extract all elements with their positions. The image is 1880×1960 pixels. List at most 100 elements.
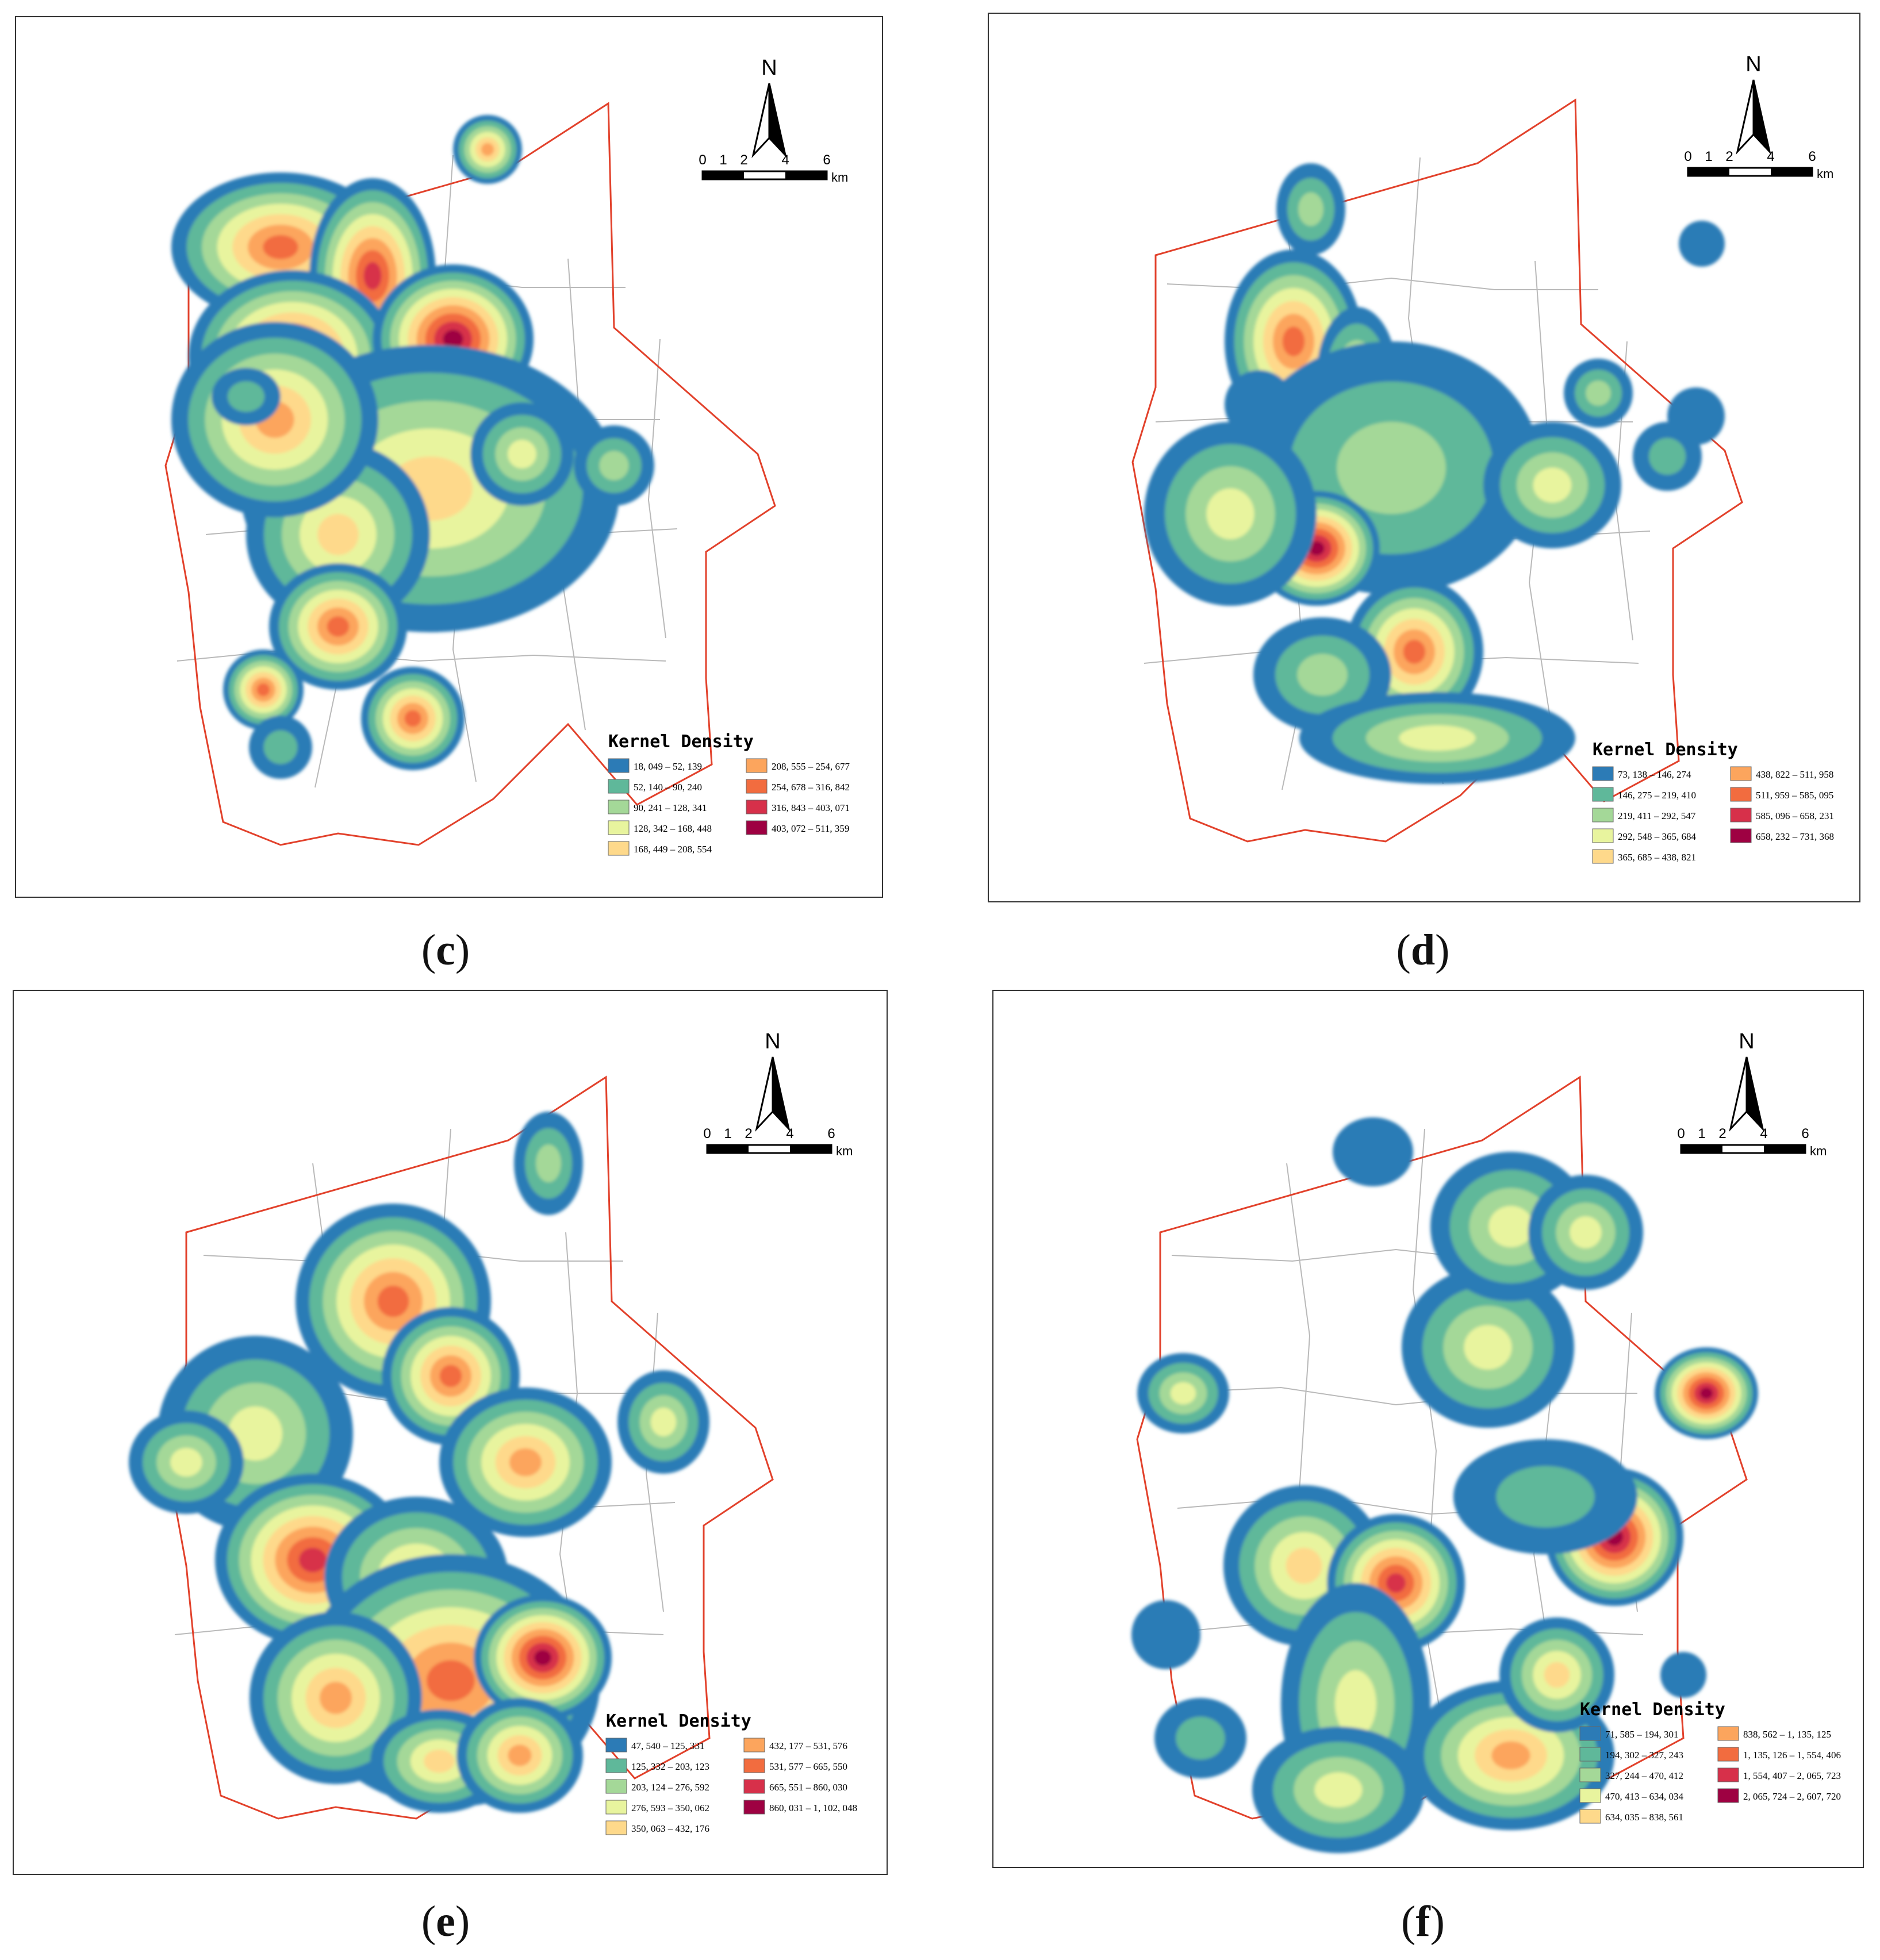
legend-swatch	[746, 779, 768, 794]
density-band-8	[1309, 541, 1325, 556]
legend-swatch	[1592, 828, 1614, 843]
legend-swatch	[1579, 1788, 1601, 1803]
scale-bar: 0 1 2 4 6km	[703, 1126, 853, 1158]
density-band-3	[1399, 725, 1476, 751]
scale-bar: 0 1 2 4 6km	[699, 152, 848, 185]
legend-label: 327, 244 – 470, 412	[1605, 1770, 1683, 1781]
density-band-6	[427, 1660, 475, 1701]
scale-tick-label: 4	[1760, 1126, 1767, 1142]
legend-swatch	[1717, 1726, 1739, 1741]
scale-tick-label: 6	[827, 1126, 835, 1142]
density-band-5	[1491, 1741, 1530, 1770]
scale-tick-label: 2	[745, 1126, 752, 1142]
map-svg: N 0 1 2 4 6km Kernel Density 73, 138 – 146, 2…	[1131, 52, 1834, 864]
north-arrow-label: N	[1739, 1029, 1754, 1054]
legend-label: 47, 540 – 125, 331	[631, 1740, 705, 1751]
density-band-5	[508, 1744, 532, 1766]
scale-tick-label: 4	[781, 152, 789, 168]
legend-label: 432, 177 – 531, 576	[769, 1740, 847, 1751]
legend-swatch	[1579, 1747, 1601, 1762]
legend-label: 438, 822 – 511, 958	[1756, 769, 1833, 780]
scale-unit: km	[831, 170, 848, 185]
scale-tick-label: 6	[1808, 149, 1816, 164]
legend-swatch	[746, 800, 768, 814]
density-band-7	[1386, 1573, 1406, 1593]
legend-title: Kernel Density	[606, 1711, 751, 1731]
legend-label: 838, 562 – 1, 135, 125	[1743, 1729, 1831, 1740]
scale-tick-label: 6	[1801, 1126, 1809, 1142]
legend-label: 276, 593 – 350, 062	[631, 1803, 709, 1813]
legend-swatch	[743, 1738, 765, 1753]
legend-swatch	[1592, 849, 1614, 864]
legend-swatch	[1592, 787, 1614, 802]
density-band-2	[536, 1144, 561, 1182]
north-arrow: N	[1729, 1029, 1764, 1132]
density-band-7	[299, 1547, 327, 1573]
legend: Kernel Density 18, 049 – 52, 139 52, 140 –…	[608, 732, 850, 856]
legend-title: Kernel Density	[608, 732, 754, 752]
caption-e: (e)	[421, 1897, 470, 1946]
scale-segment	[703, 171, 744, 179]
scale-tick-label: 0	[699, 152, 706, 168]
scale-tick-label: 4	[1767, 149, 1774, 164]
density-band-6	[1282, 326, 1305, 356]
density-band-2	[1297, 654, 1348, 696]
density-band-8	[1699, 1387, 1713, 1400]
legend-swatch	[1730, 828, 1752, 843]
legend: Kernel Density 73, 138 – 146, 274 146, 275…	[1592, 740, 1834, 864]
legend-label: 585, 096 – 658, 231	[1756, 810, 1834, 821]
legend-label: 254, 678 – 316, 842	[772, 782, 850, 793]
legend-swatch	[1730, 787, 1752, 802]
north-arrow-label: N	[1745, 52, 1761, 76]
density-band-7	[363, 262, 382, 290]
scale-segment	[1771, 168, 1812, 176]
legend-label: 73, 138 – 146, 274	[1618, 769, 1691, 780]
legend-label: 365, 685 – 438, 821	[1618, 852, 1696, 863]
scale-tick-label: 1	[719, 152, 727, 168]
density-band-3	[1170, 1382, 1196, 1405]
legend-swatch	[746, 758, 768, 773]
caption-c: (c)	[421, 926, 470, 974]
legend-swatch	[605, 1779, 627, 1794]
scale-tick-label: 4	[786, 1126, 793, 1142]
legend-label: 203, 124 – 276, 592	[631, 1782, 709, 1793]
density-band-4	[424, 1749, 455, 1773]
legend-swatch	[1717, 1788, 1739, 1803]
scale-tick-label: 2	[740, 152, 747, 168]
density-band-3	[1314, 1772, 1363, 1808]
density-band-3	[1335, 1670, 1376, 1738]
legend-swatch	[608, 841, 630, 856]
legend-label: 90, 241 – 128, 341	[634, 802, 707, 813]
legend-swatch	[608, 779, 630, 794]
scale-unit: km	[1817, 167, 1833, 181]
legend-swatch	[608, 758, 630, 773]
legend-label: 52, 140 – 90, 240	[634, 782, 702, 793]
legend-swatch	[1579, 1726, 1601, 1741]
legend-swatch	[1592, 808, 1614, 823]
map-panel-e: N 0 1 2 4 6 km Kernel Density 47, 540 – 125, 3…	[13, 990, 888, 1875]
legend-label: 350, 063 – 432, 176	[631, 1823, 709, 1834]
density-band-0	[1333, 1117, 1413, 1186]
legend-label: 470, 413 – 634, 034	[1605, 1791, 1684, 1802]
density-band-1	[1496, 1466, 1595, 1528]
legend-swatch	[1717, 1747, 1739, 1762]
density-band-3	[1533, 467, 1572, 503]
density-band-3	[1464, 1325, 1512, 1370]
legend-label: 665, 551 – 860, 030	[769, 1782, 847, 1793]
map-svg: N 0 1 2 4 6km Kernel Density 71, 585 – 194, 3…	[1131, 1029, 1841, 1853]
scale-tick-label: 2	[1718, 1126, 1726, 1142]
scale-tick-label: 1	[1698, 1126, 1705, 1142]
density-band-3	[1570, 1216, 1602, 1248]
legend-label: 531, 577 – 665, 550	[769, 1761, 847, 1772]
legend-title: Kernel Density	[1593, 740, 1738, 760]
density-band-5	[509, 1448, 542, 1477]
legend-swatch	[746, 820, 768, 835]
scale-unit: km	[1810, 1144, 1827, 1158]
legend: Kernel Density 47, 540 – 125, 331 125, 332…	[605, 1711, 857, 1835]
scale-unit: km	[836, 1144, 853, 1158]
scale-segment	[1681, 1145, 1722, 1153]
kernel-density-surface	[129, 1112, 709, 1813]
density-band-3	[170, 1448, 202, 1477]
legend-label: 1, 554, 407 – 2, 065, 723	[1743, 1770, 1841, 1781]
scale-tick-label: 6	[823, 152, 830, 168]
